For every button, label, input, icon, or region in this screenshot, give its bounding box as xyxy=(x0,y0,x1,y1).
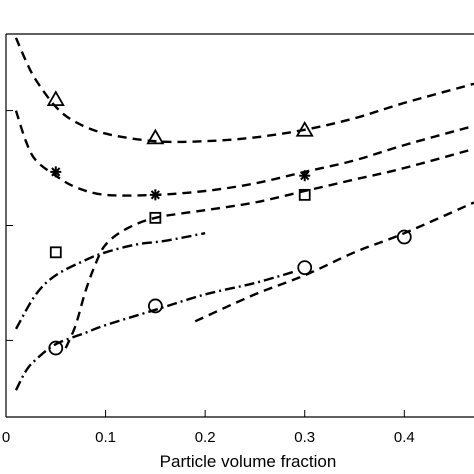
x-tick-label: 0.3 xyxy=(294,429,315,446)
triangle-marker xyxy=(46,90,65,107)
x-tick-label: 0.1 xyxy=(95,429,116,446)
y-ticks xyxy=(6,110,13,341)
dashdot-curve xyxy=(14,270,296,391)
triangle-marker xyxy=(295,120,314,137)
circle-marker xyxy=(297,260,313,276)
square-marker xyxy=(49,246,62,259)
x-tick-label: 0.4 xyxy=(394,429,415,446)
circle-marker xyxy=(147,298,163,314)
dashdot-curve xyxy=(14,232,206,330)
axes xyxy=(5,33,474,418)
star-marker xyxy=(299,170,311,182)
circle-marker xyxy=(48,340,64,356)
dashed-curve xyxy=(14,110,474,197)
circle-marker xyxy=(396,229,412,245)
star-marker xyxy=(50,166,62,178)
x-tick-label: 0.2 xyxy=(195,429,216,446)
star-marker xyxy=(149,189,161,201)
x-ticks: 0 0.1 0.2 0.3 0.4 xyxy=(2,410,415,446)
square-marker xyxy=(298,188,311,201)
square-marker xyxy=(149,211,162,224)
x-axis-label: Particle volume fraction xyxy=(160,452,337,471)
dashed-curve xyxy=(194,201,474,323)
triangle-marker xyxy=(146,128,165,145)
dashed-curve xyxy=(14,37,474,144)
data-markers xyxy=(46,90,412,356)
fit-curves xyxy=(14,37,474,391)
x-tick-label: 0 xyxy=(2,429,10,446)
dashed-curve xyxy=(64,147,474,349)
